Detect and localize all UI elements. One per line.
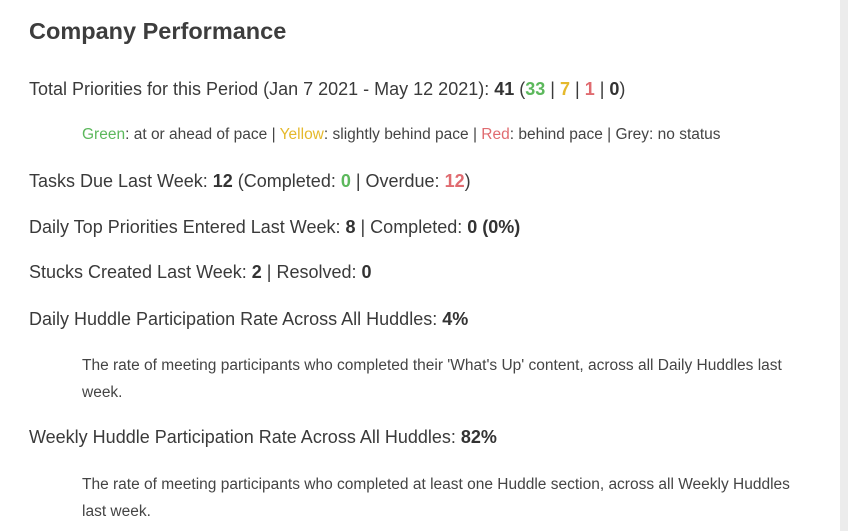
tasks-overdue-label: | Overdue: — [350, 171, 445, 191]
total-priorities-count: 41 — [494, 79, 515, 99]
weekly-huddle-line: Weekly Huddle Participation Rate Across … — [29, 427, 497, 448]
tasks-completed-label: (Completed: — [232, 171, 341, 191]
page-title: Company Performance — [29, 18, 287, 44]
daily-priorities-completed-label: | Completed: — [355, 217, 468, 237]
weekly-huddle-note: The rate of meeting participants who com… — [82, 476, 790, 520]
legend-yellow-desc: : slightly behind pace | — [323, 126, 482, 143]
stucks-created-count: 2 — [251, 262, 262, 282]
daily-huddle-label: Daily Huddle Participation Rate Across A… — [29, 309, 443, 329]
status-legend: Green: at or ahead of pace | Yellow: sli… — [82, 126, 721, 144]
daily-priorities-entered: 8 — [345, 217, 356, 237]
tasks-completed-count: 0 — [340, 171, 351, 191]
legend-green-desc: : at or ahead of pace | — [125, 126, 280, 143]
tasks-due-count: 12 — [212, 171, 233, 191]
daily-priorities-label: Daily Top Priorities Entered Last Week: — [29, 217, 346, 237]
total-priorities-label: Total Priorities for this Period (Jan 7 … — [29, 79, 495, 99]
legend-yellow-label: Yellow — [279, 126, 324, 143]
tasks-overdue-count: 12 — [444, 171, 465, 191]
priorities-green-count: 33 — [525, 79, 546, 99]
weekly-huddle-label: Weekly Huddle Participation Rate Across … — [29, 427, 461, 447]
priorities-grey-count: 0 — [609, 79, 620, 99]
priorities-yellow-count: 7 — [559, 79, 570, 99]
tasks-due-label: Tasks Due Last Week: — [29, 171, 213, 191]
legend-green-label: Green — [82, 126, 126, 143]
total-priorities-line: Total Priorities for this Period (Jan 7 … — [29, 79, 626, 99]
daily-huddle-note: The rate of meeting participants who com… — [82, 357, 782, 401]
daily-priorities-line: Daily Top Priorities Entered Last Week: … — [29, 217, 520, 238]
scrollbar[interactable] — [840, 0, 848, 531]
legend-red-label: Red — [481, 126, 510, 143]
legend-red-desc: : behind pace | Grey: no status — [509, 126, 721, 143]
daily-huddle-line: Daily Huddle Participation Rate Across A… — [29, 309, 468, 330]
daily-huddle-rate: 4% — [442, 309, 469, 329]
stucks-resolved-count: 0 — [361, 262, 372, 282]
weekly-huddle-rate: 82% — [460, 427, 497, 447]
daily-priorities-completed: 0 (0%) — [467, 217, 521, 237]
stucks-line: Stucks Created Last Week: 2 | Resolved: … — [29, 262, 372, 283]
tasks-due-line: Tasks Due Last Week: 12 (Completed: 0 | … — [29, 171, 471, 191]
priorities-red-count: 1 — [584, 79, 595, 99]
stucks-label: Stucks Created Last Week: — [29, 262, 252, 282]
stucks-resolved-label: | Resolved: — [261, 262, 362, 282]
